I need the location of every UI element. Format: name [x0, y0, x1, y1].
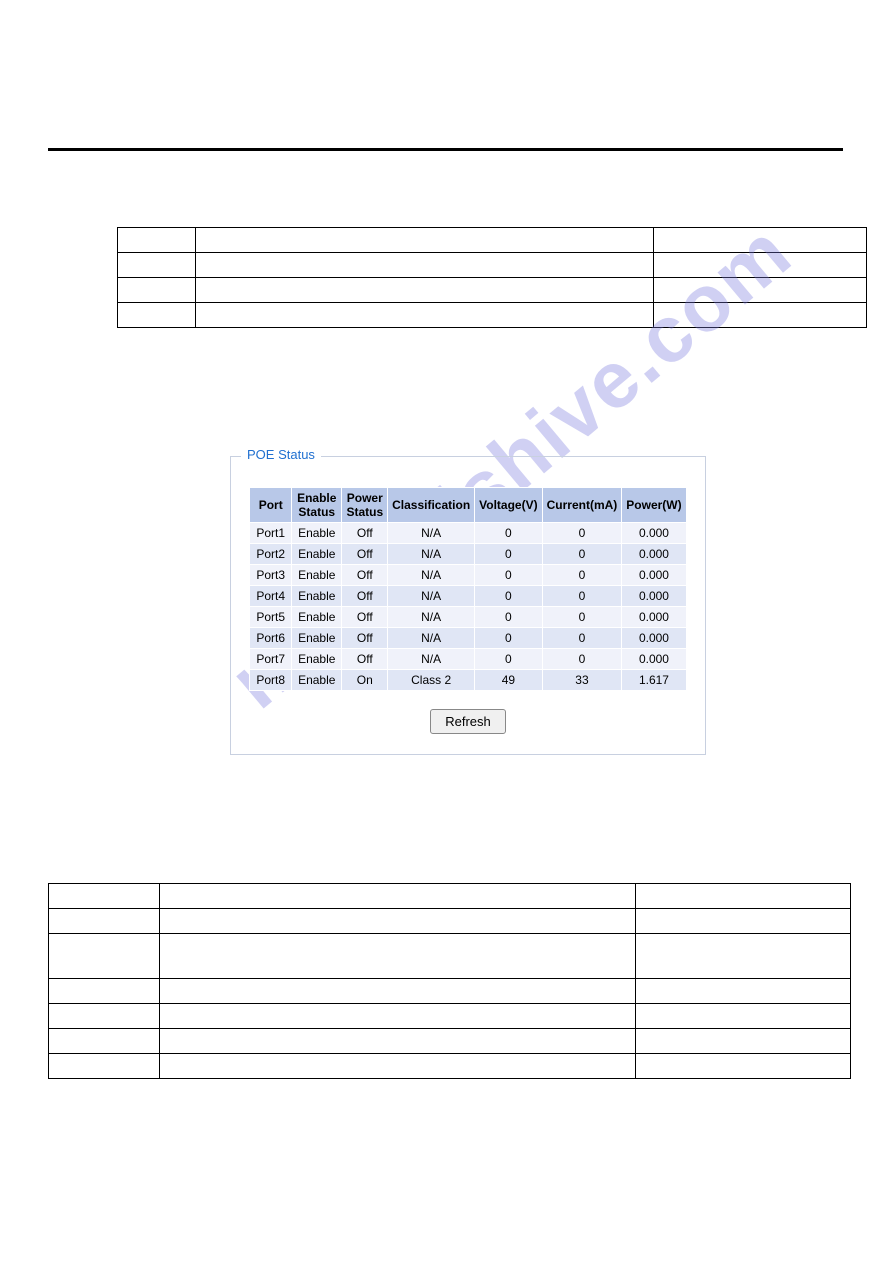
port-cell: Port4	[250, 586, 292, 607]
pw-cell: 0.000	[622, 586, 686, 607]
table-row: Port7 Enable Off N/A 0 0 0.000	[250, 649, 686, 670]
table-row: Port4 Enable Off N/A 0 0 0.000	[250, 586, 686, 607]
port-cell: Port8	[250, 670, 292, 691]
page-divider	[48, 148, 843, 151]
refresh-area: Refresh	[243, 709, 693, 734]
port-cell: Port5	[250, 607, 292, 628]
class-cell: N/A	[388, 628, 475, 649]
port-cell: Port2	[250, 544, 292, 565]
enable-cell: Enable	[292, 523, 342, 544]
enable-cell: Enable	[292, 649, 342, 670]
voltage-cell: 0	[475, 523, 542, 544]
port-cell: Port6	[250, 628, 292, 649]
enable-cell: Enable	[292, 628, 342, 649]
poe-header-voltage: Voltage(V)	[475, 488, 542, 523]
refresh-button[interactable]: Refresh	[430, 709, 506, 734]
voltage-cell: 0	[475, 565, 542, 586]
voltage-cell: 0	[475, 586, 542, 607]
pw-cell: 0.000	[622, 607, 686, 628]
pw-cell: 0.000	[622, 523, 686, 544]
voltage-cell: 49	[475, 670, 542, 691]
table-row: Port5 Enable Off N/A 0 0 0.000	[250, 607, 686, 628]
class-cell: Class 2	[388, 670, 475, 691]
current-cell: 0	[542, 607, 622, 628]
power-cell: Off	[342, 544, 388, 565]
class-cell: N/A	[388, 586, 475, 607]
voltage-cell: 0	[475, 544, 542, 565]
poe-header-class: Classification	[388, 488, 475, 523]
power-cell: On	[342, 670, 388, 691]
poe-status-panel: POE Status Port EnableStatus PowerStatus…	[230, 456, 706, 755]
power-cell: Off	[342, 649, 388, 670]
port-cell: Port1	[250, 523, 292, 544]
power-cell: Off	[342, 565, 388, 586]
pw-cell: 0.000	[622, 628, 686, 649]
enable-cell: Enable	[292, 565, 342, 586]
port-cell: Port7	[250, 649, 292, 670]
table-row: Port8 Enable On Class 2 49 33 1.617	[250, 670, 686, 691]
table-row: Port2 Enable Off N/A 0 0 0.000	[250, 544, 686, 565]
current-cell: 0	[542, 649, 622, 670]
current-cell: 0	[542, 565, 622, 586]
pw-cell: 0.000	[622, 649, 686, 670]
poe-header-port: Port	[250, 488, 292, 523]
enable-cell: Enable	[292, 544, 342, 565]
power-cell: Off	[342, 628, 388, 649]
poe-header-enable: EnableStatus	[292, 488, 342, 523]
poe-table-body: Port1 Enable Off N/A 0 0 0.000 Port2 Ena…	[250, 523, 686, 691]
table-row: Port6 Enable Off N/A 0 0 0.000	[250, 628, 686, 649]
power-cell: Off	[342, 607, 388, 628]
class-cell: N/A	[388, 523, 475, 544]
class-cell: N/A	[388, 649, 475, 670]
current-cell: 0	[542, 628, 622, 649]
enable-cell: Enable	[292, 670, 342, 691]
poe-status-table: Port EnableStatus PowerStatus Classifica…	[249, 487, 686, 691]
pw-cell: 0.000	[622, 544, 686, 565]
poe-header-power: PowerStatus	[342, 488, 388, 523]
voltage-cell: 0	[475, 628, 542, 649]
pw-cell: 0.000	[622, 565, 686, 586]
bottom-outline-table	[48, 883, 851, 1079]
pw-cell: 1.617	[622, 670, 686, 691]
table-row: Port1 Enable Off N/A 0 0 0.000	[250, 523, 686, 544]
voltage-cell: 0	[475, 607, 542, 628]
port-cell: Port3	[250, 565, 292, 586]
poe-header-row: Port EnableStatus PowerStatus Classifica…	[250, 488, 686, 523]
current-cell: 0	[542, 586, 622, 607]
current-cell: 0	[542, 544, 622, 565]
poe-panel-title: POE Status	[241, 447, 321, 462]
power-cell: Off	[342, 586, 388, 607]
current-cell: 33	[542, 670, 622, 691]
enable-cell: Enable	[292, 586, 342, 607]
enable-cell: Enable	[292, 607, 342, 628]
class-cell: N/A	[388, 544, 475, 565]
current-cell: 0	[542, 523, 622, 544]
top-outline-table	[117, 227, 867, 328]
class-cell: N/A	[388, 607, 475, 628]
class-cell: N/A	[388, 565, 475, 586]
table-row: Port3 Enable Off N/A 0 0 0.000	[250, 565, 686, 586]
power-cell: Off	[342, 523, 388, 544]
poe-header-current: Current(mA)	[542, 488, 622, 523]
voltage-cell: 0	[475, 649, 542, 670]
poe-header-pw: Power(W)	[622, 488, 686, 523]
